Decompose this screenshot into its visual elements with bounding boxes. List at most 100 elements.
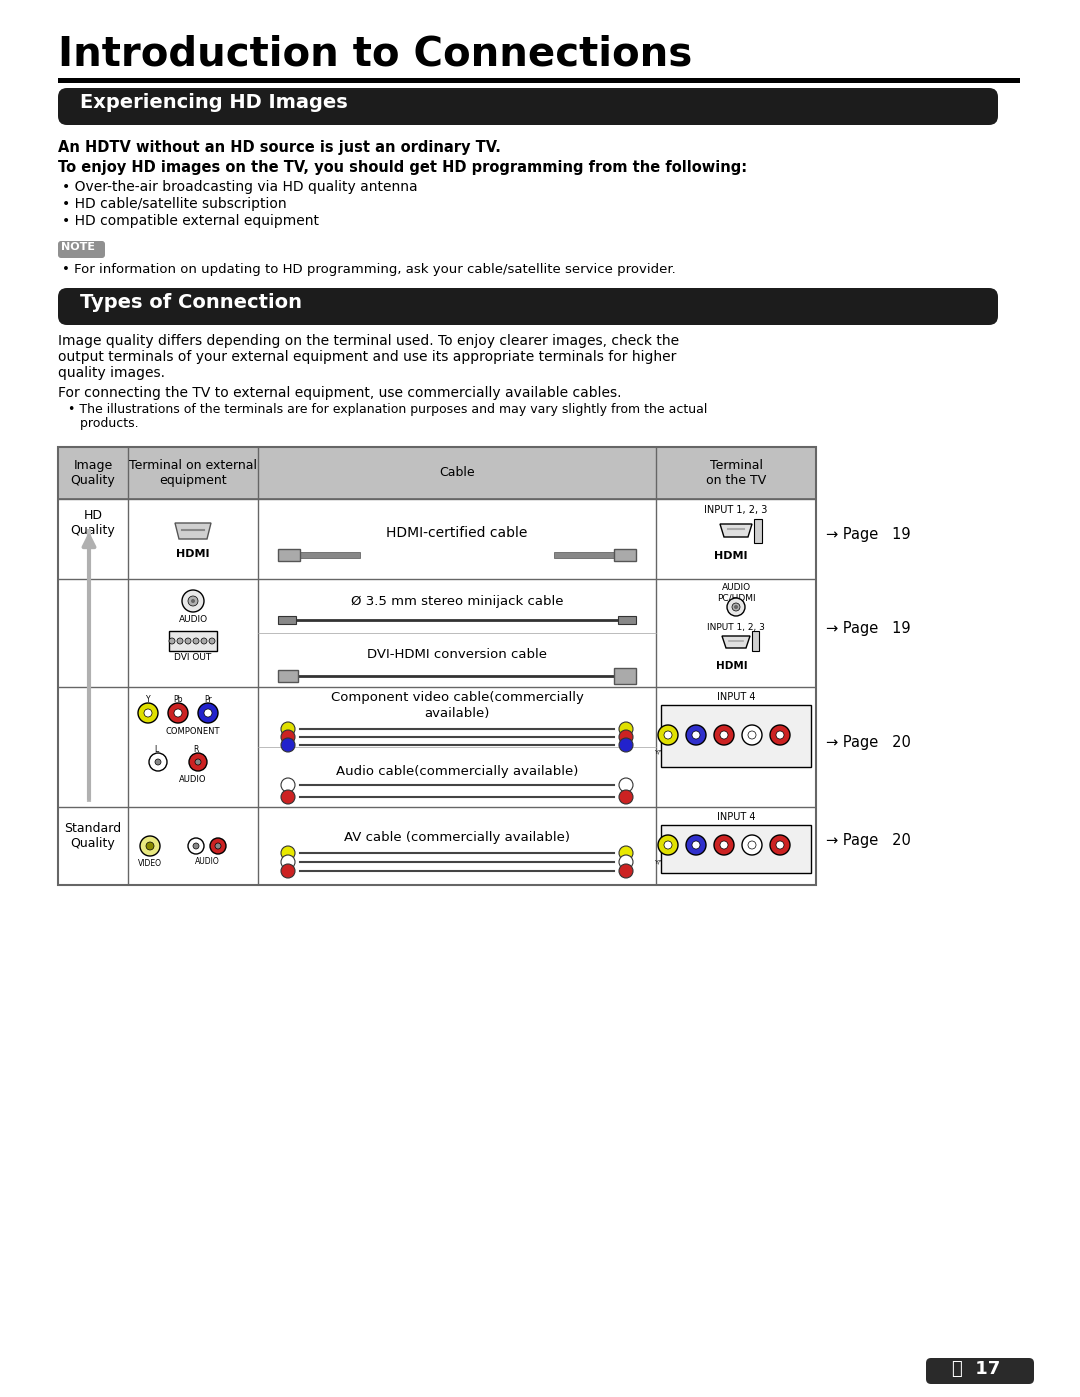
Circle shape [210,638,215,644]
Circle shape [770,835,789,855]
Circle shape [281,738,295,752]
Circle shape [168,638,175,644]
Polygon shape [175,522,211,539]
Bar [661,705,811,767]
Text: Y: Y [146,694,150,704]
Text: Terminal on external
equipment: Terminal on external equipment [129,460,257,488]
Bar [554,552,615,557]
Bar [278,549,300,562]
Text: AV cable (commercially available): AV cable (commercially available) [345,831,570,845]
Circle shape [189,753,207,771]
Text: Image quality differs depending on the terminal used. To enjoy clearer images, c: Image quality differs depending on the t… [58,334,679,348]
Circle shape [720,731,728,739]
Circle shape [188,597,198,606]
Circle shape [191,599,195,604]
Circle shape [177,638,183,644]
Text: Component video cable(commercially
available): Component video cable(commercially avail… [330,690,583,719]
Circle shape [658,725,678,745]
Circle shape [686,835,706,855]
FancyBboxPatch shape [926,1358,1034,1384]
Text: VIDEO: VIDEO [138,859,162,868]
Text: L: L [153,745,158,754]
Circle shape [193,842,199,849]
Bar [615,668,636,685]
Text: HD
Quality: HD Quality [70,509,116,536]
Circle shape [732,604,740,610]
Text: AUDIO: AUDIO [194,856,219,866]
Circle shape [281,789,295,805]
Text: R: R [193,745,199,754]
Text: → Page   19: → Page 19 [826,620,910,636]
Circle shape [664,841,672,849]
Text: R: R [778,859,782,863]
Text: Introduction to Connections: Introduction to Connections [58,35,692,75]
Text: Standard
Quality: Standard Quality [65,821,122,849]
Text: Y/VIDEO: Y/VIDEO [656,749,680,754]
Text: products.: products. [68,416,138,430]
Bar [168,631,217,651]
Text: Experiencing HD Images: Experiencing HD Images [80,94,348,112]
Bar [278,616,296,624]
Circle shape [619,863,633,877]
Text: Types of Connection: Types of Connection [80,293,302,312]
Circle shape [183,590,204,612]
Circle shape [281,863,295,877]
Text: → Page   19: → Page 19 [826,527,910,542]
Text: INPUT 4: INPUT 4 [717,692,755,703]
Text: L: L [751,749,754,754]
Text: Pr: Pr [721,749,727,754]
Text: → Page   20: → Page 20 [826,834,910,848]
Text: Pb: Pb [173,694,183,704]
Circle shape [748,841,756,849]
Text: output terminals of your external equipment and use its appropriate terminals fo: output terminals of your external equipm… [58,351,676,365]
Circle shape [692,731,700,739]
Bar [278,671,298,682]
Text: • The illustrations of the terminals are for explanation purposes and may vary s: • The illustrations of the terminals are… [68,402,707,416]
Circle shape [168,703,188,724]
Circle shape [215,842,221,849]
Circle shape [619,778,633,792]
Circle shape [281,722,295,736]
Circle shape [692,841,700,849]
Text: Terminal
on the TV: Terminal on the TV [706,460,766,488]
Text: HDMI: HDMI [714,550,747,562]
Text: • For information on updating to HD programming, ask your cable/satellite servic: • For information on updating to HD prog… [62,263,676,277]
Circle shape [149,753,167,771]
Text: HDMI: HDMI [176,549,210,559]
Circle shape [201,638,207,644]
Text: Cable: Cable [440,467,475,479]
Text: • HD compatible external equipment: • HD compatible external equipment [62,214,319,228]
Bar [752,631,759,651]
Text: quality images.: quality images. [58,366,165,380]
Bar [58,78,1020,82]
Text: ⓔ  17: ⓔ 17 [951,1361,1000,1377]
Text: • Over-the-air broadcasting via HD quality antenna: • Over-the-air broadcasting via HD quali… [62,180,418,194]
Circle shape [619,789,633,805]
FancyBboxPatch shape [58,288,998,326]
Circle shape [210,838,226,854]
Text: COMPONENT: COMPONENT [165,726,220,736]
Bar [661,826,811,873]
Polygon shape [723,636,750,648]
Bar [754,520,762,543]
Text: Ø 3.5 mm stereo minijack cable: Ø 3.5 mm stereo minijack cable [351,595,564,608]
Circle shape [714,835,734,855]
Circle shape [281,855,295,869]
Text: Y/VIDEO: Y/VIDEO [656,859,680,863]
Circle shape [619,738,633,752]
Circle shape [138,703,158,724]
Circle shape [281,778,295,792]
Circle shape [686,725,706,745]
Text: • HD cable/satellite subscription: • HD cable/satellite subscription [62,197,286,211]
Text: INPUT 4: INPUT 4 [721,828,751,838]
Text: R: R [778,749,782,754]
Bar [58,447,816,886]
Text: Image
Quality: Image Quality [70,460,116,488]
Circle shape [174,710,183,717]
Text: Audio cable(commercially available): Audio cable(commercially available) [336,764,578,778]
Circle shape [193,638,199,644]
Circle shape [156,759,161,766]
Circle shape [619,722,633,736]
Circle shape [195,759,201,766]
Circle shape [658,835,678,855]
